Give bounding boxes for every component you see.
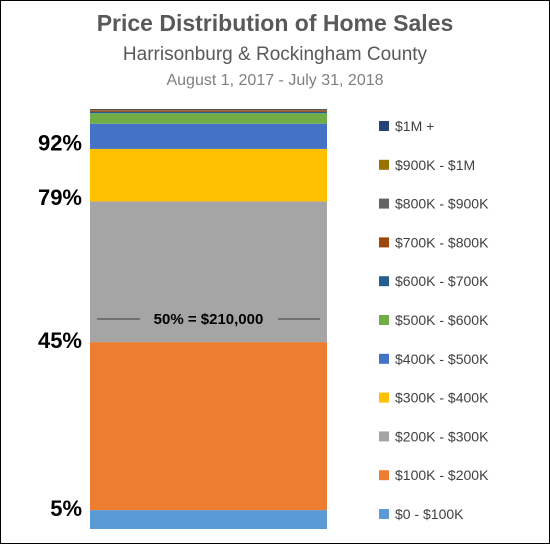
chart-title: Price Distribution of Home Sales bbox=[96, 10, 454, 36]
bar-segment-0 bbox=[90, 510, 327, 529]
legend-label-0: $0 - $100K bbox=[395, 506, 464, 522]
bar-segment-8 bbox=[90, 109, 327, 111]
legend-swatch-2 bbox=[379, 431, 389, 442]
legend-label-7: $700K - $800K bbox=[395, 234, 489, 250]
bar-segment-5 bbox=[90, 113, 327, 124]
cumulative-label-3: 92% bbox=[38, 131, 82, 156]
legend-swatch-7 bbox=[379, 237, 389, 248]
legend-swatch-6 bbox=[379, 276, 389, 287]
bar-segment-9 bbox=[90, 109, 327, 111]
chart-subtitle: Harrisonburg & Rockingham County bbox=[122, 44, 428, 65]
cumulative-label-2: 79% bbox=[38, 185, 82, 210]
bar-segment-3 bbox=[90, 148, 327, 202]
legend-label-4: $400K - $500K bbox=[395, 351, 489, 367]
legend-label-6: $600K - $700K bbox=[395, 273, 489, 289]
bar-segment-1 bbox=[90, 342, 327, 511]
legend-swatch-1 bbox=[379, 470, 389, 481]
legend-label-8: $800K - $900K bbox=[395, 196, 489, 212]
legend-label-9: $900K - $1M bbox=[395, 157, 475, 173]
chart-date-range: August 1, 2017 - July 31, 2018 bbox=[166, 72, 384, 89]
bar-segment-7 bbox=[90, 110, 327, 112]
bar-segment-6 bbox=[90, 111, 327, 114]
median-annotation: 50% = $210,000 bbox=[154, 311, 264, 328]
legend-swatch-8 bbox=[379, 198, 389, 209]
legend-swatch-9 bbox=[379, 159, 389, 170]
bar-segment-10 bbox=[90, 109, 327, 110]
legend-label-3: $300K - $400K bbox=[395, 390, 489, 406]
legend-swatch-0 bbox=[379, 509, 389, 519]
cumulative-label-0: 5% bbox=[50, 496, 82, 521]
legend-label-2: $200K - $300K bbox=[395, 428, 489, 444]
cumulative-label-1: 45% bbox=[38, 328, 82, 353]
legend-swatch-10 bbox=[379, 121, 389, 131]
legend-label-10: $1M + bbox=[395, 118, 434, 134]
bar-segment-4 bbox=[90, 123, 327, 149]
legend-swatch-3 bbox=[379, 392, 389, 403]
legend-swatch-5 bbox=[379, 315, 389, 325]
legend-label-1: $100K - $200K bbox=[395, 467, 489, 483]
legend-swatch-4 bbox=[379, 353, 389, 364]
legend-label-5: $500K - $600K bbox=[395, 312, 489, 328]
